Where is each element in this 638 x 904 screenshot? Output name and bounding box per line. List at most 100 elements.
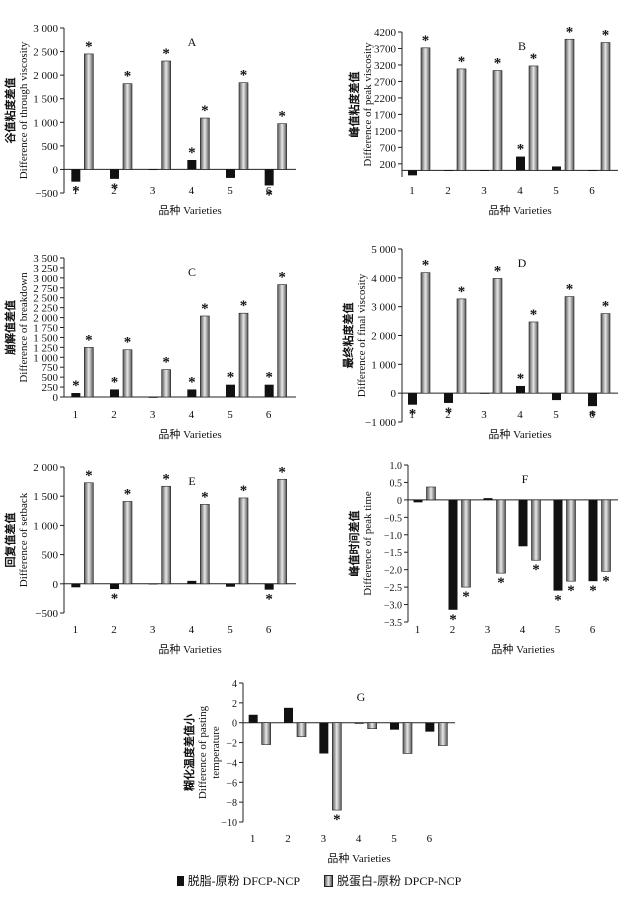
panel-e-significance-star: * xyxy=(201,489,209,505)
panel-e-category-label: 5 xyxy=(227,624,233,636)
panel-a-category-label: 6 xyxy=(266,185,272,197)
panel-d-significance-star: * xyxy=(566,282,574,298)
panel-d-bar-dpcp xyxy=(456,298,467,394)
legend: 脱脂-原粉 DFCP-NCP 脱蛋白-原粉 DPCP-NCP xyxy=(0,872,638,898)
panel-f-ytick-label: 0.5 xyxy=(390,478,403,489)
panel-b-category-label: 6 xyxy=(589,185,595,197)
panel-d-category-label: 6 xyxy=(589,409,595,421)
panel-c-ytick-label: 1 750 xyxy=(33,323,58,335)
panel-e-y-axis-title: 回复值差值 xyxy=(3,513,17,568)
panel-c-letter: C xyxy=(188,265,196,279)
panel-g-bar-dfcp xyxy=(319,722,329,754)
panel-a-y-axis-title: Difference of through viscosity xyxy=(18,41,30,179)
panel-f-ytick-label: −3.0 xyxy=(384,601,402,612)
panel-e-category-label: 1 xyxy=(73,624,79,636)
panel-c-category-label: 5 xyxy=(227,409,233,421)
panel-a-bar-dpcp xyxy=(238,82,249,170)
panel-b-bar-dpcp xyxy=(600,42,611,171)
panel-d-category-label: 3 xyxy=(481,409,487,421)
panel-b-bar-dfcp xyxy=(588,170,597,172)
panel-a-ytick-label: 500 xyxy=(42,141,59,153)
panel-g-ytick-label: −8 xyxy=(226,798,237,809)
panel-f-y-axis-title: 峰值时间差值 xyxy=(347,511,361,577)
panel-a-category-label: 3 xyxy=(150,185,156,197)
panel-e-ytick-label: 2 000 xyxy=(33,462,58,474)
legend-item-dpcp: 脱蛋白-原粉 DPCP-NCP xyxy=(324,872,461,889)
panel-f-bar-dpcp xyxy=(461,499,471,588)
panel-a-bar-dpcp xyxy=(161,60,171,170)
panel-f-significance-star: * xyxy=(462,589,470,605)
panel-g-bar-dpcp xyxy=(402,722,413,754)
panel-a-bar-dfcp xyxy=(148,169,158,171)
panel-f-bar-dpcp xyxy=(426,486,436,501)
panel-b-letter: B xyxy=(518,39,526,53)
panel-b-ytick-label: 3700 xyxy=(374,43,397,55)
panel-e-bar-dfcp xyxy=(264,583,274,590)
panel-e-category-label: 2 xyxy=(111,624,117,636)
panel-c-ytick-label: 250 xyxy=(42,382,59,394)
panel-b-bar-dpcp xyxy=(456,68,467,171)
panel-c-ytick-label: 1 250 xyxy=(33,342,58,354)
panel-a-significance-star: * xyxy=(124,69,132,85)
panel-b-category-label: 1 xyxy=(409,185,415,197)
panel-a-category-label: 4 xyxy=(189,185,195,197)
panel-a-ytick-label: 1 500 xyxy=(33,94,58,106)
panel-a-significance-star: * xyxy=(201,103,209,119)
panel-d-significance-star: * xyxy=(409,407,417,423)
panel-e-significance-star: * xyxy=(278,464,286,480)
panel-a-significance-star: * xyxy=(188,145,196,161)
panel-b-significance-star: * xyxy=(602,28,610,44)
panel-g-ytick-label: −6 xyxy=(226,778,237,789)
panel-b-significance-star: * xyxy=(530,51,538,67)
panel-e-significance-star: * xyxy=(265,592,273,608)
panel-d-y-axis-title: 最终粘度差值 xyxy=(341,303,355,369)
panel-c-bar-dfcp xyxy=(148,397,158,398)
panel-e-bar-dfcp xyxy=(226,583,235,587)
panel-f-bar-dfcp xyxy=(518,499,528,547)
panel-b-bar-dfcp xyxy=(444,170,453,172)
panel-d-bar-dfcp xyxy=(552,393,561,401)
panel-e-category-label: 6 xyxy=(266,624,272,636)
panel-c-ytick-label: 1 500 xyxy=(33,332,58,344)
panel-g-bar-dpcp xyxy=(296,722,307,737)
panel-c-significance-star: * xyxy=(162,355,170,371)
panel-e-bar-dpcp xyxy=(161,485,171,585)
panel-c-ytick-label: 0 xyxy=(53,392,59,404)
panel-g-significance-star: * xyxy=(333,812,341,828)
panel-b-significance-star: * xyxy=(494,56,502,72)
panel-d-bar-dfcp xyxy=(588,393,597,407)
panel-b-x-axis-title: 品种 Varieties xyxy=(488,203,551,217)
panel-e-bar-dpcp xyxy=(277,478,287,585)
panel-f-ytick-label: −3.5 xyxy=(384,618,402,629)
panel-g-bar-dpcp xyxy=(261,722,271,745)
panel-e-y-axis-title: Difference of setback xyxy=(18,492,30,587)
panel-f-bar-dfcp xyxy=(448,499,458,610)
panel-a-significance-star: * xyxy=(111,181,119,197)
panel-c-bar-dpcp xyxy=(84,347,94,398)
panel-e-letter: E xyxy=(188,474,195,488)
panel-e-category-label: 4 xyxy=(189,624,195,636)
panel-b-ytick-label: 1700 xyxy=(374,109,397,121)
panel-d-ytick-label: 5 000 xyxy=(371,244,396,256)
panel-a-category-label: 5 xyxy=(227,185,233,197)
panel-f-bar-dfcp xyxy=(553,499,563,591)
panel-b-bar-dpcp xyxy=(528,65,539,171)
panel-c-significance-star: * xyxy=(265,370,273,386)
panel-f-bar-dfcp xyxy=(588,499,598,582)
panel-g-bar-dfcp xyxy=(425,722,435,732)
panel-b-bar-dfcp xyxy=(408,170,417,176)
panel-d-bar-dpcp xyxy=(420,272,431,394)
panel-f-bar-dfcp xyxy=(413,499,423,503)
panel-d-letter: D xyxy=(518,256,527,270)
panel-a-bar-dpcp xyxy=(84,53,94,170)
panel-f-significance-star: * xyxy=(554,593,562,609)
panel-e-significance-star: * xyxy=(111,591,119,607)
panel-f-category-label: 1 xyxy=(415,624,421,636)
panel-a-bar-dpcp xyxy=(122,83,133,170)
panel-c-x-axis-title: 品种 Varieties xyxy=(158,427,221,441)
panel-g-category-label: 4 xyxy=(356,833,362,845)
panel-a-significance-star: * xyxy=(278,109,286,125)
panel-b-ytick-label: 2200 xyxy=(374,93,397,105)
panel-c-ytick-label: 1 000 xyxy=(33,352,58,364)
panel-b-category-label: 3 xyxy=(481,185,487,197)
